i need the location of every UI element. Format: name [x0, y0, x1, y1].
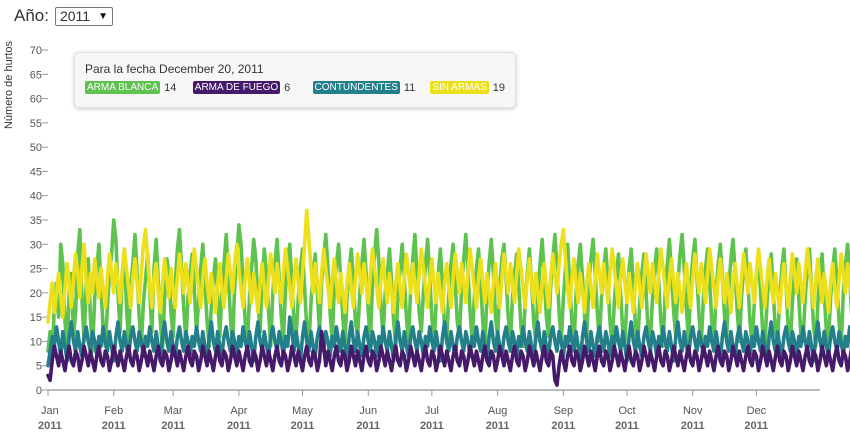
x-tick-year: 2011: [102, 420, 126, 432]
tooltip-item-contundentes: CONTUNDENTES 11: [312, 81, 431, 94]
x-tick-year: 2011: [486, 420, 510, 432]
y-tick-label: 5: [36, 361, 42, 373]
y-tick-label: 65: [30, 69, 42, 81]
x-axis: Jan 2011 Feb 2011 Mar 2011 Apr 2011 May 2011 Jun 20…: [38, 390, 768, 432]
x-tick-year: 2011: [356, 420, 380, 432]
y-tick-label: 55: [30, 118, 42, 130]
x-tick-month: May: [292, 405, 313, 417]
x-tick-month: Mar: [164, 405, 183, 417]
series-badge: ARMA DE FUEGO: [192, 81, 281, 94]
y-tick-label: 45: [30, 166, 42, 178]
series-value: 11: [403, 81, 416, 94]
y-axis: 0 5 10 15 20 25 30 35 40 45 50 55 60 65 70: [30, 45, 48, 397]
y-tick-label: 10: [30, 336, 42, 348]
x-tick-month: Feb: [104, 405, 123, 417]
year-value: 2011: [59, 8, 91, 24]
series-value: 19: [492, 81, 505, 94]
y-tick-label: 0: [36, 385, 42, 397]
x-tick-year: 2011: [551, 420, 575, 432]
x-tick-month: Nov: [683, 405, 703, 417]
y-tick-label: 40: [30, 191, 42, 203]
y-tick-label: 35: [30, 215, 42, 227]
year-label: Año:: [14, 6, 49, 25]
year-select[interactable]: 2011 ▼: [54, 6, 113, 26]
x-tick-month: Sep: [554, 405, 574, 417]
series-line-arma-de-fuego: [46, 329, 850, 387]
y-tick-label: 30: [30, 239, 42, 251]
x-tick-month: Dec: [747, 405, 767, 417]
tooltip-item-arma-de-fuego: ARMA DE FUEGO 6: [192, 81, 313, 94]
y-tick-label: 60: [30, 94, 42, 106]
x-tick-month: Apr: [230, 405, 247, 417]
x-tick-month: Aug: [488, 405, 508, 417]
x-tick-year: 2011: [681, 420, 705, 432]
x-tick-year: 2011: [291, 420, 315, 432]
tooltip-item-arma-blanca: ARMA BLANCA 14: [85, 81, 193, 94]
x-tick-year: 2011: [227, 420, 251, 432]
x-tick-year: 2011: [420, 420, 444, 432]
series-badge: CONTUNDENTES: [312, 81, 400, 94]
series-badge: SIN ARMAS: [430, 81, 489, 94]
chevron-down-icon: ▼: [98, 10, 108, 22]
x-tick-month: Jul: [425, 405, 439, 417]
x-tick-month: Jun: [359, 405, 377, 417]
x-tick-month: Jan: [41, 405, 59, 417]
tooltip-items: ARMA BLANCA 14 ARMA DE FUEGO 6 CONTUNDEN…: [85, 81, 505, 94]
y-tick-label: 70: [30, 45, 42, 57]
y-tick-label: 50: [30, 142, 42, 154]
tooltip: Para la fecha December 20, 2011 ARMA BLA…: [74, 52, 516, 108]
series-value: 14: [164, 81, 177, 94]
x-tick-month: Oct: [618, 405, 635, 417]
tooltip-item-sin-armas: SIN ARMAS 19: [430, 81, 505, 94]
series-line-sin-armas: [46, 208, 850, 324]
y-tick-label: 25: [30, 264, 42, 276]
y-tick-label: 20: [30, 288, 42, 300]
x-tick-year: 2011: [744, 420, 768, 432]
series-layer: [46, 208, 850, 387]
x-tick-year: 2011: [161, 420, 185, 432]
year-filter: Año: 2011 ▼: [14, 6, 113, 26]
y-tick-label: 15: [30, 312, 42, 324]
x-tick-year: 2011: [615, 420, 639, 432]
series-value: 6: [284, 81, 291, 94]
x-tick-year: 2011: [38, 420, 62, 432]
tooltip-title: Para la fecha December 20, 2011: [85, 62, 264, 76]
y-axis-label: Número de hurtos: [3, 40, 15, 129]
series-badge: ARMA BLANCA: [85, 81, 161, 94]
